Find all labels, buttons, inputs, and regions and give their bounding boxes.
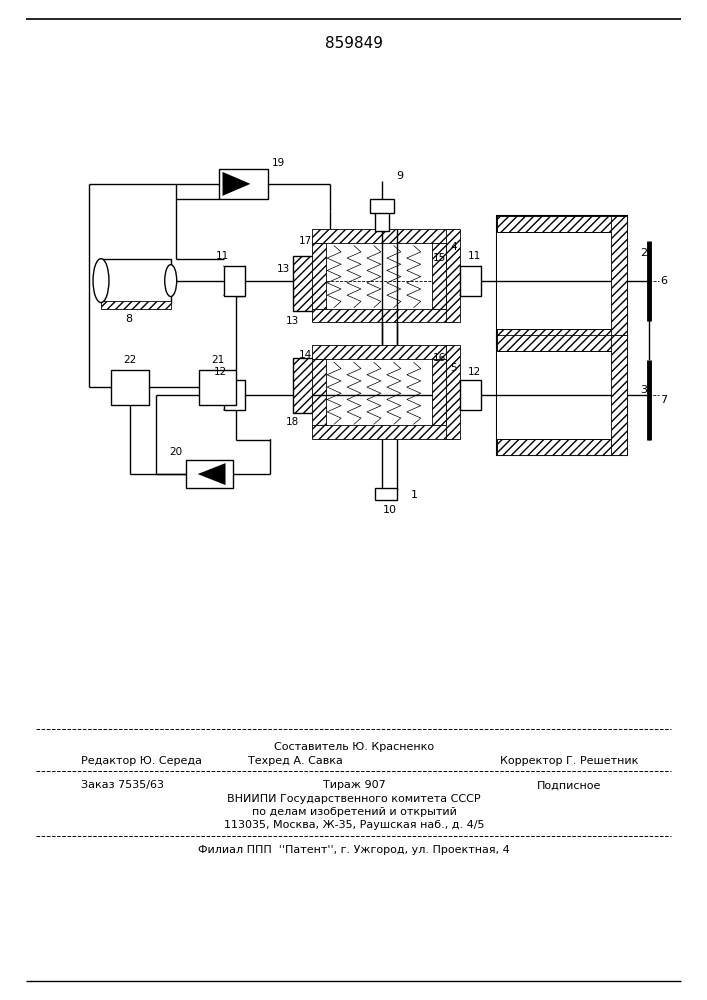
Bar [312,425,452,439]
Bar [498,351,611,439]
Bar [223,380,245,410]
Bar [460,266,481,296]
Bar [312,309,452,322]
Text: 13: 13 [277,264,291,274]
Ellipse shape [93,259,109,303]
Bar [293,358,313,413]
Text: Редактор Ю. Середа: Редактор Ю. Середа [81,756,202,766]
Bar [432,243,445,309]
Bar [498,216,627,232]
Text: Составитель Ю. Красненко: Составитель Ю. Красненко [274,742,434,752]
Text: по делам изобретений и открытий: по делам изобретений и открытий [252,807,457,817]
Bar [445,229,460,322]
Bar [498,335,627,455]
Bar [375,211,389,231]
Bar [611,335,627,455]
Bar [312,345,452,359]
Bar [186,460,233,488]
Text: Техред А. Савка: Техред А. Савка [247,756,343,766]
Bar [312,359,326,425]
Text: 16: 16 [433,353,446,363]
Bar [432,359,445,425]
Bar [199,370,236,405]
Text: 14: 14 [298,350,312,360]
Text: 12: 12 [214,367,227,377]
Text: 7: 7 [660,395,667,405]
Text: Подписное: Подписное [537,780,602,790]
Bar [460,380,481,410]
Text: 19: 19 [271,158,285,168]
Text: 11: 11 [468,251,481,261]
Text: 2: 2 [641,248,648,258]
Text: 15: 15 [433,253,446,263]
Text: 18: 18 [286,417,299,427]
Bar [498,232,611,329]
Bar [101,259,170,303]
Bar [498,216,627,345]
Text: 4: 4 [450,242,457,252]
Text: 22: 22 [123,355,136,365]
Bar [498,335,627,351]
Text: 10: 10 [383,505,397,515]
Polygon shape [223,172,250,196]
Bar [370,199,394,213]
Bar [111,370,148,405]
Text: Корректор Г. Решетник: Корректор Г. Решетник [500,756,638,766]
Text: 859849: 859849 [325,36,383,51]
Bar [293,256,313,311]
Bar [223,266,245,296]
Text: ВНИИПИ Государственного комитета СССР: ВНИИПИ Государственного комитета СССР [227,794,481,804]
Text: 13: 13 [286,316,299,326]
Text: 8: 8 [125,314,132,324]
Bar [445,345,460,439]
Bar [498,439,627,455]
Polygon shape [198,463,226,485]
Text: 12: 12 [468,367,481,377]
Text: 9: 9 [396,171,404,181]
Text: 6: 6 [660,276,667,286]
Bar [312,229,452,243]
Text: 3: 3 [641,385,648,395]
Text: Тираж 907: Тираж 907 [322,780,385,790]
Ellipse shape [165,265,177,297]
Text: 20: 20 [169,447,182,457]
Text: Заказ 7535/63: Заказ 7535/63 [81,780,164,790]
Bar [375,488,397,500]
Text: 11: 11 [216,251,229,261]
Bar [218,169,269,199]
Text: 1: 1 [411,490,419,500]
Text: 5: 5 [450,363,457,373]
Bar [312,243,326,309]
Text: Филиал ППП  ''Патент'', г. Ужгород, ул. Проектная, 4: Филиал ППП ''Патент'', г. Ужгород, ул. П… [198,845,510,855]
Bar [101,301,170,309]
Bar [611,216,627,345]
Text: 17: 17 [298,236,312,246]
Text: 21: 21 [211,355,224,365]
Text: 113035, Москва, Ж-35, Раушская наб., д. 4/5: 113035, Москва, Ж-35, Раушская наб., д. … [223,820,484,830]
Bar [498,329,627,345]
